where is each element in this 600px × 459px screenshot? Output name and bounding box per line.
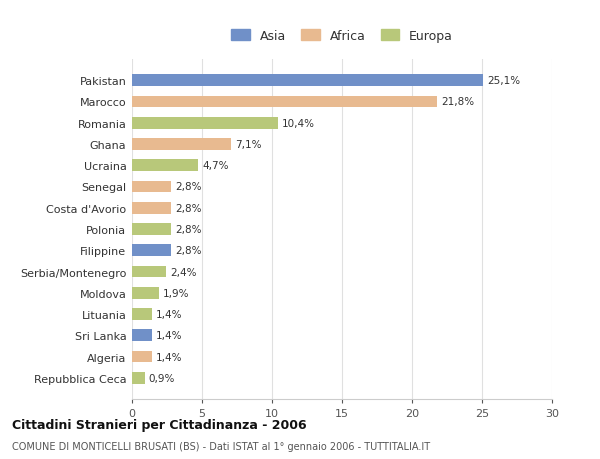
Text: 1,9%: 1,9%: [163, 288, 190, 298]
Text: Cittadini Stranieri per Cittadinanza - 2006: Cittadini Stranieri per Cittadinanza - 2…: [12, 418, 307, 431]
Bar: [132, 308, 152, 320]
Text: 2,4%: 2,4%: [170, 267, 196, 277]
Bar: [132, 287, 158, 299]
Legend: Asia, Africa, Europa: Asia, Africa, Europa: [227, 26, 457, 47]
Text: COMUNE DI MONTICELLI BRUSATI (BS) - Dati ISTAT al 1° gennaio 2006 - TUTTITALIA.I: COMUNE DI MONTICELLI BRUSATI (BS) - Dati…: [12, 441, 430, 451]
Bar: [132, 181, 171, 193]
Bar: [132, 224, 171, 235]
Text: 10,4%: 10,4%: [282, 118, 315, 129]
Text: 1,4%: 1,4%: [156, 352, 182, 362]
Text: 1,4%: 1,4%: [156, 309, 182, 319]
Text: 0,9%: 0,9%: [149, 373, 175, 383]
Text: 2,8%: 2,8%: [175, 246, 202, 256]
Bar: [132, 160, 198, 172]
Bar: [132, 118, 278, 129]
Bar: [132, 266, 166, 278]
Bar: [132, 139, 232, 151]
Text: 2,8%: 2,8%: [175, 182, 202, 192]
Bar: [132, 330, 152, 341]
Text: 7,1%: 7,1%: [236, 140, 262, 150]
Text: 25,1%: 25,1%: [488, 76, 521, 86]
Bar: [132, 96, 437, 108]
Text: 4,7%: 4,7%: [202, 161, 229, 171]
Text: 1,4%: 1,4%: [156, 330, 182, 341]
Bar: [132, 351, 152, 363]
Bar: [132, 75, 484, 87]
Bar: [132, 372, 145, 384]
Text: 2,8%: 2,8%: [175, 203, 202, 213]
Text: 21,8%: 21,8%: [442, 97, 475, 107]
Text: 2,8%: 2,8%: [175, 224, 202, 235]
Bar: [132, 245, 171, 257]
Bar: [132, 202, 171, 214]
